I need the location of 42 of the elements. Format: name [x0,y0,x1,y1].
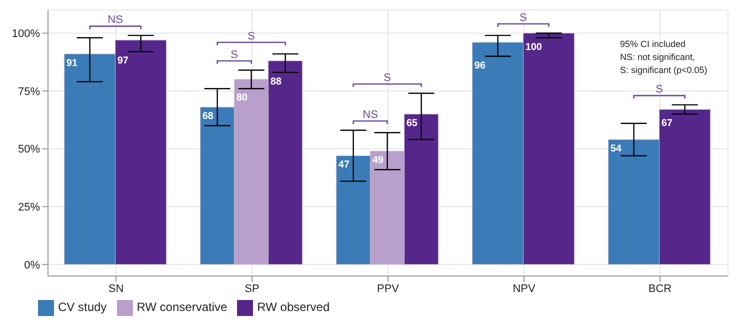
y-tick-label: 25% [18,202,40,214]
annotation: S [248,30,255,42]
annotation: NS [108,14,123,26]
bracket: S [633,84,686,99]
data-label: 67 [661,118,673,130]
bracket: S [216,48,252,64]
bracket: S [216,30,286,46]
annotation: S [520,12,527,24]
data-label: 91 [66,58,78,69]
legend-label: CV study [58,300,107,314]
data-label: 68 [202,111,214,122]
bracket: S [497,12,550,27]
annotation: S [230,48,238,61]
bracket: NS [89,14,142,30]
annotation: 95% CI included [620,38,687,51]
y-tick-label: 0% [24,259,40,272]
data-label: 96 [474,60,486,72]
bracket: NS [352,109,388,124]
data-label: 100 [525,42,542,53]
y-tick-label: 75% [18,86,40,98]
annotation: S [384,72,391,84]
x-tick-label: BCR [648,282,672,295]
y-tick-label: 50% [18,144,40,156]
data-label: 88 [270,76,282,88]
x-tick-label: NPV [512,282,536,295]
annotation: NS [362,109,378,122]
data-label: 97 [117,56,129,67]
annotation: S: significant (p<0.05) [620,64,708,77]
data-label: 80 [236,92,248,104]
x-tick-label: PPV [376,282,400,295]
legend-label: RW conservative [136,300,228,314]
data-label: 65 [406,118,418,130]
x-tick-label: SP [244,282,260,295]
bracket: S [352,72,422,88]
annotation: NS: not significant, [620,51,696,64]
annotation: S [656,84,663,96]
y-tick-label: 100% [12,28,40,40]
data-label: 49 [372,155,384,166]
x-tick-label: SN [108,282,124,295]
data-label: 54 [610,144,622,155]
legend-label: RW observed [257,300,330,314]
data-label: 47 [338,160,350,171]
